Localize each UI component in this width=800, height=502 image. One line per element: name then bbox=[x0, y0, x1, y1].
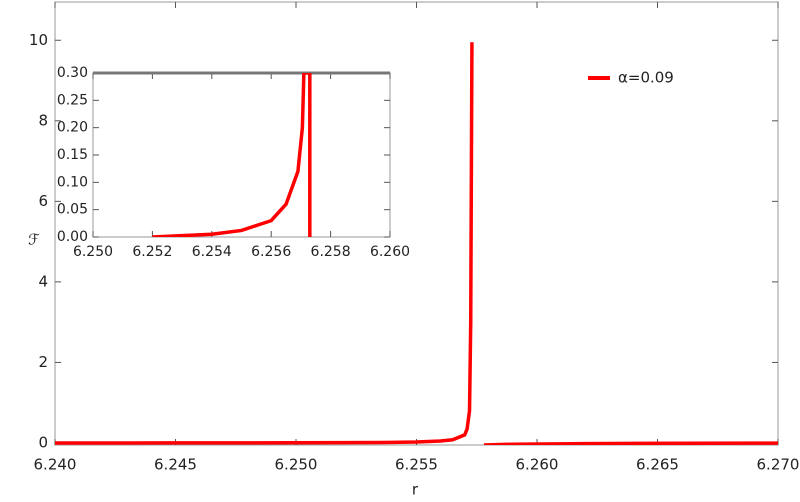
x-tick-label: 6.254 bbox=[192, 244, 232, 260]
x-tick-label: 6.256 bbox=[251, 244, 291, 260]
series-line bbox=[55, 42, 778, 445]
x-axis-label: r bbox=[412, 481, 419, 499]
x-tick-label: 6.252 bbox=[132, 244, 172, 260]
x-tick-label: 6.270 bbox=[757, 456, 800, 474]
y-tick-label: 0.10 bbox=[57, 174, 88, 190]
x-tick-label: 6.255 bbox=[395, 456, 438, 474]
y-tick-label: 0 bbox=[38, 433, 48, 451]
inset-frame bbox=[92, 72, 391, 238]
x-tick-label: 6.240 bbox=[34, 456, 77, 474]
y-tick-label: 2 bbox=[38, 353, 48, 371]
main-plot: 6.240 6.245 6.250 6.255 6.260 6.265 6.270 0 2 4 6 8… bbox=[29, 2, 800, 474]
y-tick-label: 0.00 bbox=[57, 229, 88, 245]
series-line bbox=[152, 73, 312, 237]
x-tick-label: 6.260 bbox=[516, 456, 559, 474]
x-tick-label: 6.265 bbox=[636, 456, 679, 474]
y-tick-label: 8 bbox=[38, 111, 48, 129]
y-tick-label: 10 bbox=[29, 31, 48, 49]
y-tick-label: 0.30 bbox=[57, 65, 88, 81]
y-tick-label: 0.20 bbox=[57, 120, 88, 136]
y-tick-label: 6 bbox=[38, 192, 48, 210]
y-tick-label: 0.05 bbox=[57, 202, 88, 218]
y-axis-label: ℱ bbox=[28, 231, 40, 249]
x-tick-label: 6.250 bbox=[275, 456, 318, 474]
x-tick-label: 6.245 bbox=[154, 456, 197, 474]
y-tick-label: 0.25 bbox=[57, 92, 88, 108]
legend-label: α=0.09 bbox=[618, 69, 674, 87]
x-tick-label: 6.258 bbox=[311, 244, 351, 260]
y-tick-label: 0.15 bbox=[57, 147, 88, 163]
y-tick-label: 4 bbox=[38, 272, 48, 290]
x-tick-label: 6.260 bbox=[370, 244, 410, 260]
x-tick-label: 6.250 bbox=[73, 244, 113, 260]
inset: 6.250 6.252 6.254 6.256 6.258 6.260 0.00 0.05 0.… bbox=[57, 65, 410, 260]
